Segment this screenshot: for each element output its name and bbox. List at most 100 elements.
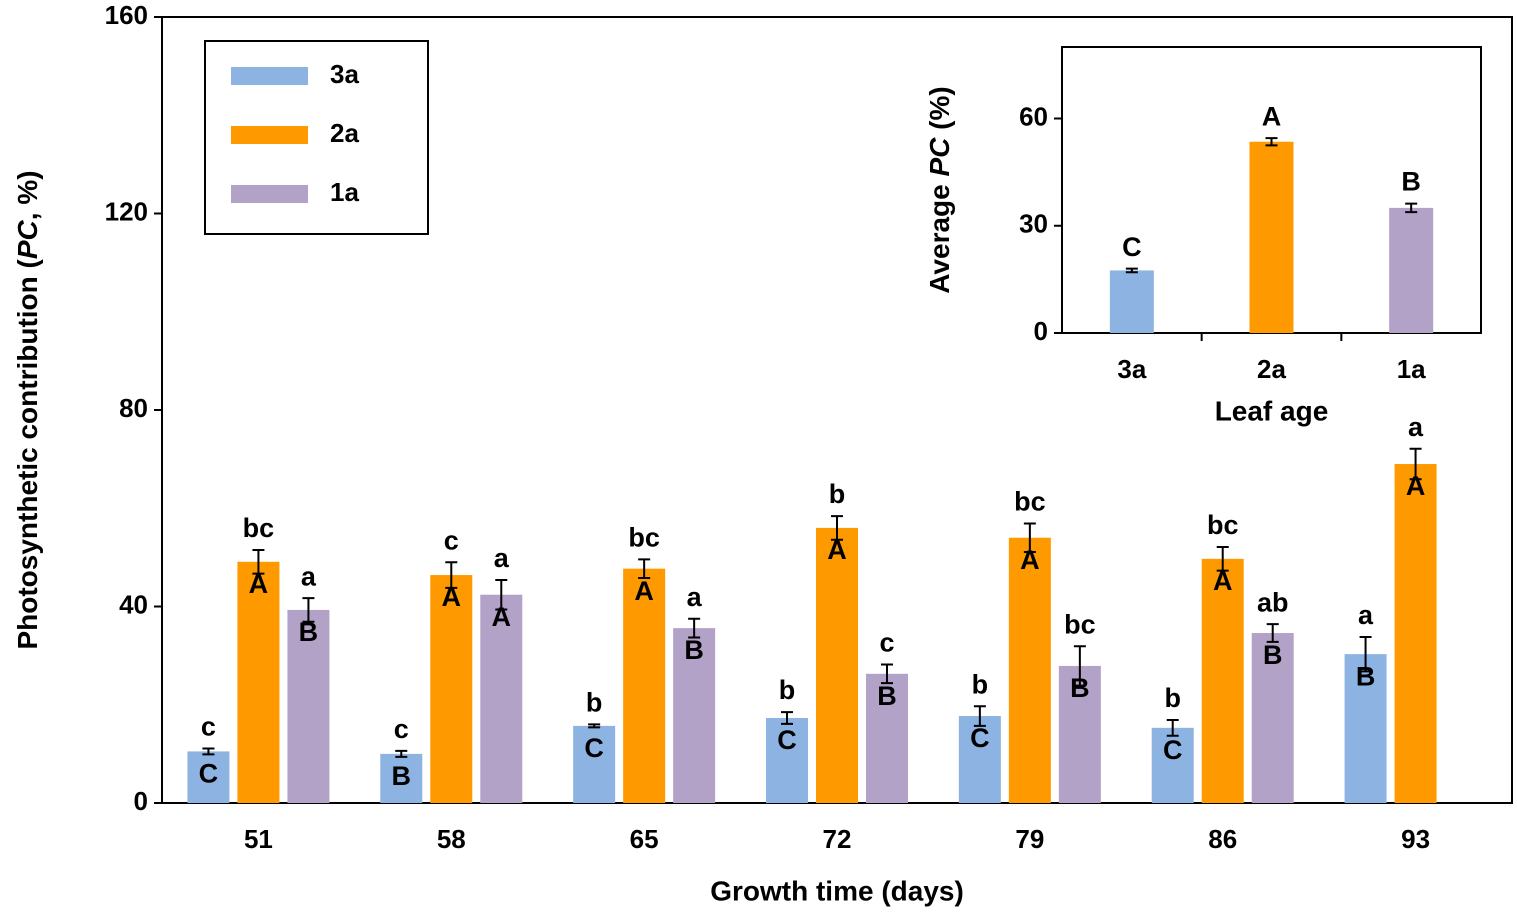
- significance-letter: B: [299, 617, 319, 647]
- bar: [573, 725, 616, 803]
- error-bar: [1125, 267, 1138, 274]
- error-bar: [445, 561, 458, 589]
- bar: [1201, 558, 1244, 803]
- significance-letter: c: [879, 628, 894, 658]
- x-tick-label: 2a: [1257, 354, 1286, 384]
- bar: [623, 568, 666, 803]
- x-tick-label: 58: [437, 824, 466, 854]
- bar: [237, 561, 280, 803]
- significance-letter: A: [442, 582, 462, 612]
- error-bar: [1073, 645, 1086, 687]
- error-bar: [881, 663, 893, 685]
- significance-letter: A: [1406, 471, 1426, 501]
- bar: [287, 609, 330, 803]
- bar: [1109, 270, 1154, 333]
- error-bar: [781, 711, 793, 725]
- error-bar: [1359, 635, 1372, 673]
- y-tick-label: 0: [1034, 316, 1048, 346]
- error-bar: [1405, 202, 1418, 214]
- y-tick-label: 160: [105, 0, 148, 30]
- significance-letter: B: [684, 635, 704, 665]
- significance-letter: c: [444, 525, 459, 555]
- significance-letter: bc: [1064, 609, 1096, 639]
- significance-letter: c: [394, 714, 409, 744]
- significance-letter: a: [687, 582, 703, 612]
- bar: [673, 628, 716, 803]
- significance-letter: B: [1401, 167, 1421, 197]
- significance-letter: B: [392, 761, 412, 791]
- y-tick-label: 80: [119, 393, 148, 423]
- significance-letter: A: [1262, 101, 1282, 131]
- significance-letter: b: [829, 479, 846, 509]
- y-axis-label-part: Average: [924, 176, 955, 293]
- significance-letter: c: [201, 712, 216, 742]
- y-axis-label-part: Photosynthetic contribution (: [12, 258, 43, 649]
- y-tick-label: 0: [134, 786, 148, 816]
- y-tick-label: 120: [105, 196, 148, 226]
- x-axis-label: Leaf age: [1215, 395, 1329, 426]
- bar: [1008, 537, 1051, 803]
- error-bar: [1266, 623, 1279, 643]
- bar: [1344, 654, 1387, 803]
- y-tick-label: 40: [119, 589, 148, 619]
- significance-letter: b: [779, 675, 796, 705]
- significance-letter: B: [1263, 640, 1283, 670]
- bar: [958, 716, 1001, 803]
- x-tick-label: 79: [1015, 824, 1044, 854]
- significance-letter: C: [1122, 232, 1142, 262]
- significance-letter: A: [249, 569, 269, 599]
- significance-letter: b: [1164, 683, 1181, 713]
- bar: [1394, 464, 1437, 803]
- significance-letter: C: [777, 725, 797, 755]
- error-bar: [1166, 718, 1179, 737]
- y-axis-label: Photosynthetic contribution (PC, %): [12, 170, 43, 649]
- error-bar: [302, 597, 315, 623]
- significance-letter: a: [1358, 600, 1374, 630]
- bar: [480, 594, 523, 803]
- error-bar: [973, 705, 986, 727]
- significance-letter: C: [199, 759, 219, 789]
- bar: [866, 673, 908, 803]
- bar: [1389, 207, 1434, 333]
- y-axis-label-part: PC: [12, 219, 43, 259]
- x-tick-label: 86: [1208, 824, 1237, 854]
- error-bar: [1023, 522, 1036, 553]
- bar: [816, 527, 858, 803]
- bar: [187, 751, 230, 803]
- significance-letter: a: [301, 561, 317, 591]
- significance-letter: bc: [1014, 487, 1046, 517]
- bar: [380, 753, 423, 803]
- y-axis-label-part: (%): [924, 86, 955, 137]
- legend-swatch: [231, 126, 308, 144]
- legend-label: 2a: [330, 118, 359, 148]
- y-tick-label: 60: [1019, 101, 1048, 131]
- significance-letter: A: [827, 535, 847, 565]
- significance-letter: B: [1070, 673, 1090, 703]
- significance-letter: bc: [1207, 510, 1239, 540]
- x-tick-label: 3a: [1117, 354, 1146, 384]
- significance-letter: A: [1213, 566, 1233, 596]
- y-axis-label-part: PC: [924, 137, 955, 177]
- bar: [430, 575, 473, 803]
- error-bar: [1409, 447, 1422, 481]
- error-bar: [831, 515, 843, 541]
- significance-letter: a: [1408, 412, 1424, 442]
- significance-letter: C: [1163, 735, 1183, 765]
- error-bar: [638, 558, 651, 580]
- error-bar: [495, 578, 508, 611]
- x-tick-label: 51: [244, 824, 273, 854]
- error-bar: [588, 723, 601, 729]
- bar: [1058, 665, 1101, 803]
- significance-letter: b: [586, 688, 603, 718]
- error-bar: [395, 749, 408, 758]
- error-bar: [1216, 546, 1229, 572]
- bar: [1249, 141, 1294, 333]
- significance-letter: A: [492, 602, 512, 632]
- significance-letter: a: [494, 543, 510, 573]
- error-bar: [1265, 137, 1278, 147]
- y-tick-label: 30: [1019, 209, 1048, 239]
- bar: [766, 718, 808, 803]
- significance-letter: bc: [628, 522, 660, 552]
- significance-letter: ab: [1257, 587, 1289, 617]
